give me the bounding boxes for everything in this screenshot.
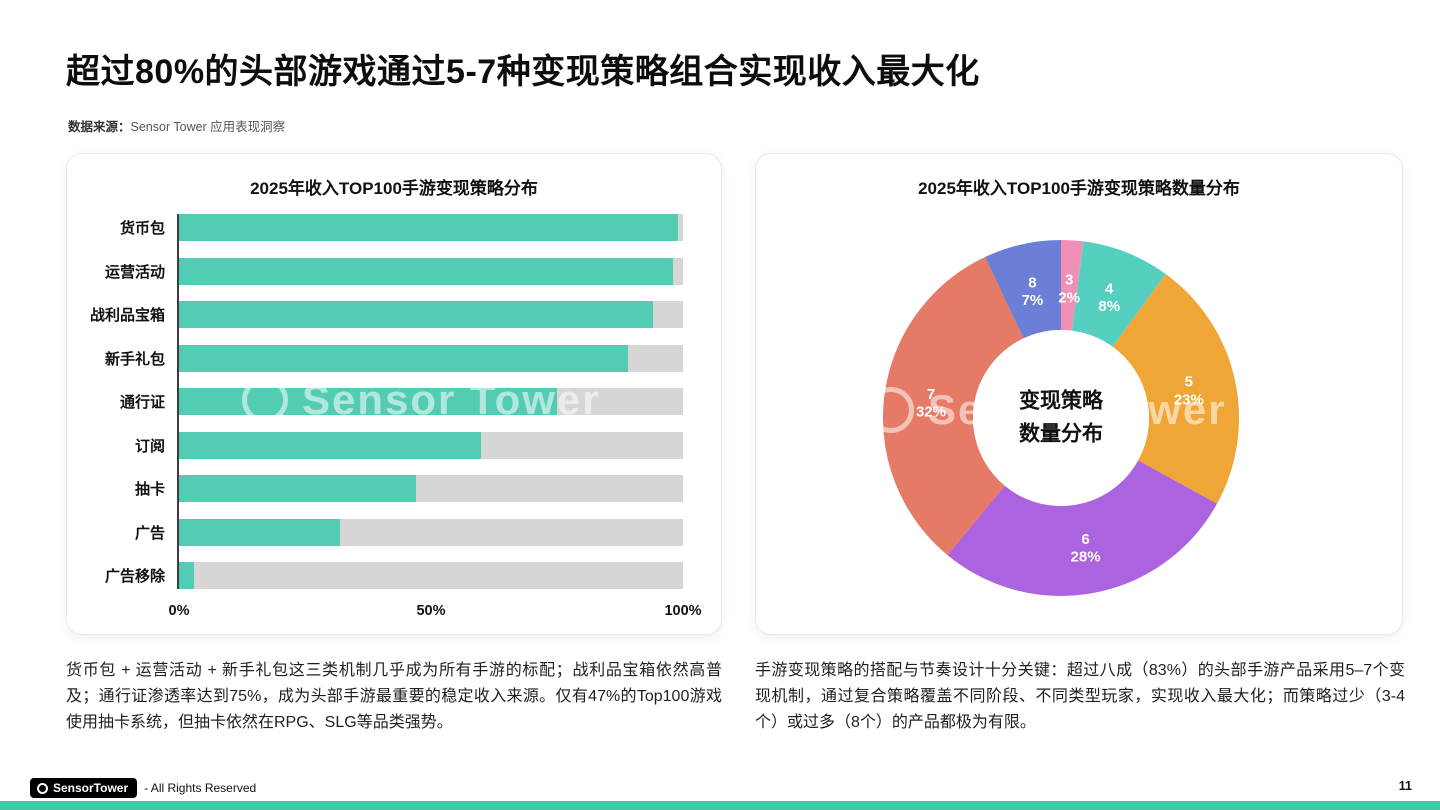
donut-segment-4	[883, 239, 1239, 596]
bar-row: 通行证	[67, 388, 683, 415]
bar-category-label: 战利品宝箱	[89, 307, 165, 324]
donut-center-label: 变现策略 数量分布	[1019, 385, 1103, 450]
bar-fill	[179, 388, 557, 415]
donut-segment-label: 7 32%	[916, 386, 946, 421]
page-title: 超过80%的头部游戏通过5-7种变现策略组合实现收入最大化	[66, 53, 980, 91]
donut-center-line1: 变现策略	[1019, 389, 1103, 413]
footer-logo: SensorTower - All Rights Reserved	[30, 778, 256, 798]
bar-fill	[179, 301, 653, 328]
data-source: 数据来源：Sensor Tower 应用表现洞察	[68, 116, 285, 135]
donut-segment-label: 4 8%	[1098, 280, 1120, 315]
donut-segment-label: 8 7%	[1022, 274, 1044, 309]
page-number: 11	[1398, 779, 1412, 793]
bar-track	[179, 562, 683, 589]
donut-chart-card: 2025年收入TOP100手游变现策略数量分布 3 2% 4 8% 5 23% 6 28% 7 3…	[755, 153, 1403, 635]
bar-category-label: 订阅	[134, 437, 165, 455]
bar-fill	[179, 344, 628, 372]
donut-chart-title: 2025年收入TOP100手游变现策略数量分布	[918, 179, 1240, 198]
bar-fill	[179, 431, 482, 459]
donut-segment-label: 5 23%	[1174, 374, 1204, 409]
x-tick-label: 50%	[416, 603, 446, 619]
data-source-label: 数据来源：	[68, 120, 131, 134]
bar-row: 运营活动	[67, 257, 683, 285]
bar-row: 新手礼包	[67, 344, 683, 372]
bar-row: 广告	[67, 518, 683, 546]
bar-x-axis: 0% 50% 100%	[169, 603, 702, 623]
bar-chart-note: 货币包 + 运营活动 + 新手礼包这三类机制几乎成为所有手游的标配；战利品宝箱依…	[66, 662, 722, 731]
bar-fill	[179, 562, 195, 589]
bar-fill	[179, 257, 673, 285]
bar-track	[179, 431, 683, 459]
bar-row: 订阅	[67, 431, 683, 459]
rights-text: - All Rights Reserved	[144, 781, 257, 795]
y-axis-line	[177, 214, 179, 589]
sensor-tower-logo-icon	[37, 782, 48, 794]
bottom-accent-bar	[0, 801, 1440, 810]
donut-chart-note: 手游变现策略的搭配与节奏设计十分关键：超过八成（83%）的头部手游产品采用5–7…	[755, 662, 1405, 731]
bar-category-label: 通行证	[119, 394, 165, 411]
bar-track	[179, 388, 683, 415]
bar-category-label: 货币包	[119, 220, 165, 237]
bar-chart-card: 2025年收入TOP100手游变现策略分布 货币包运营活动战利品宝箱新手礼包通行…	[66, 153, 722, 635]
bar-row: 货币包	[67, 214, 683, 241]
bar-rows: 货币包运营活动战利品宝箱新手礼包通行证订阅抽卡广告广告移除	[67, 214, 683, 589]
donut-segment-label: 3 2%	[1058, 272, 1080, 307]
donut-segment-3	[883, 240, 1239, 596]
bar-chart-title: 2025年收入TOP100手游变现策略分布	[250, 179, 538, 198]
donut-center-line2: 数量分布	[1019, 422, 1103, 445]
bar-row: 战利品宝箱	[67, 301, 683, 328]
x-tick-label: 0%	[168, 603, 190, 619]
data-source-value: Sensor Tower 应用表现洞察	[130, 120, 286, 134]
bar-track	[179, 475, 683, 502]
bar-fill	[179, 214, 678, 241]
bar-category-label: 新手礼包	[104, 350, 165, 368]
footer-logo-text: SensorTower	[53, 781, 129, 795]
sensor-tower-logo: SensorTower	[30, 778, 138, 798]
bar-fill	[179, 518, 341, 546]
bar-row: 抽卡	[67, 475, 683, 502]
x-tick-label: 100%	[664, 603, 702, 619]
bar-track	[179, 301, 683, 328]
bar-category-label: 抽卡	[134, 481, 165, 498]
bar-category-label: 运营活动	[104, 263, 165, 281]
bar-category-label: 广告移除	[104, 568, 165, 585]
bar-category-label: 广告	[134, 524, 165, 542]
bar-track	[179, 257, 683, 285]
donut-svg: 3 2% 4 8% 5 23% 6 28% 7 32% 8 7%	[883, 239, 1239, 596]
donut-segment-label: 6 28%	[1071, 531, 1101, 566]
bar-track	[179, 344, 683, 372]
bar-row: 广告移除	[67, 562, 683, 589]
bar-track	[179, 214, 683, 241]
bar-chart: 货币包运营活动战利品宝箱新手礼包通行证订阅抽卡广告广告移除 0% 50% 100%	[67, 214, 702, 623]
bar-fill	[179, 475, 416, 502]
bar-track	[179, 518, 683, 546]
donut-hole	[973, 330, 1149, 506]
